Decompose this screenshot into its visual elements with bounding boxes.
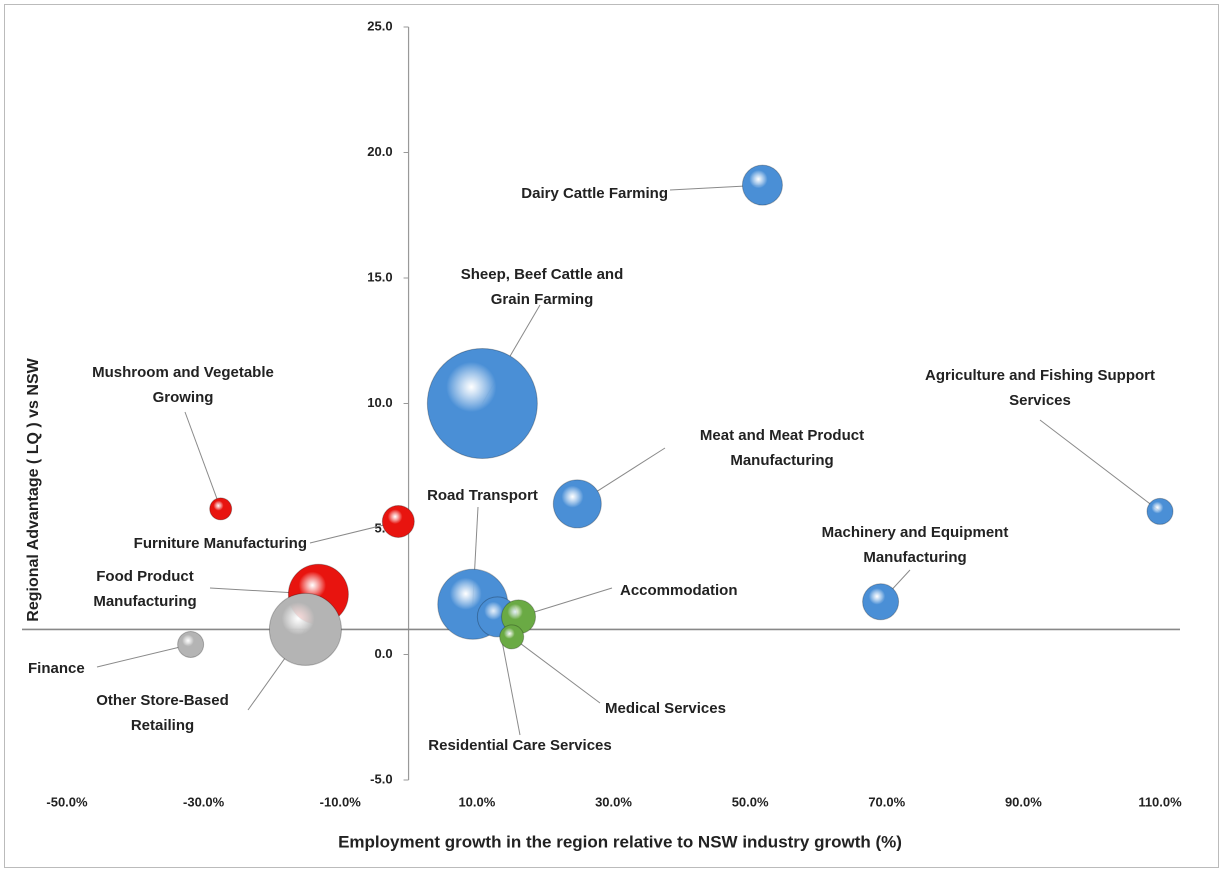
bubble <box>552 479 602 529</box>
bubble <box>177 630 205 658</box>
x-tick-label: -30.0% <box>183 794 225 809</box>
y-tick-label: 0.0 <box>374 646 392 661</box>
x-tick-label: 110.0% <box>1138 794 1182 809</box>
bubble-label: Sheep, Beef Cattle and Grain Farming <box>460 266 624 308</box>
bubble-label: Food Product Manufacturing <box>93 568 197 610</box>
leader-line <box>96 643 191 668</box>
bubble <box>268 592 342 666</box>
bubble-label: Other Store-Based Retailing <box>96 692 229 734</box>
x-tick-label: 90.0% <box>1005 794 1042 809</box>
bubble <box>499 624 525 650</box>
chart-frame <box>4 4 1219 868</box>
bubble <box>381 504 415 538</box>
bubble-label: Road Transport <box>427 487 538 504</box>
x-tick-label: -50.0% <box>46 794 88 809</box>
y-tick-label: -5.0 <box>370 771 392 786</box>
bubble-label: Dairy Cattle Farming <box>521 185 668 202</box>
y-tick-label: 20.0 <box>367 144 392 159</box>
bubble <box>1146 497 1174 525</box>
bubble <box>209 497 233 521</box>
leader-line <box>511 636 601 704</box>
bubble-label: Furniture Manufacturing <box>133 535 307 552</box>
y-tick-label: 10.0 <box>367 395 392 410</box>
x-tick-label: -10.0% <box>320 794 362 809</box>
bubble-label: Mushroom and Vegetable Growing <box>92 364 274 406</box>
y-axis-title: Regional Advantage ( LQ ) vs NSW <box>25 357 42 621</box>
leader-line <box>1039 419 1161 512</box>
bubble-label: Finance <box>28 660 85 677</box>
x-tick-label: 30.0% <box>595 794 632 809</box>
x-axis-title: Employment growth in the region relative… <box>338 832 902 851</box>
bubble <box>862 583 900 621</box>
bubble-label: Medical Services <box>605 700 726 717</box>
bubble <box>741 164 783 206</box>
bubble <box>426 348 538 459</box>
y-tick-label: 25.0 <box>367 18 392 33</box>
x-tick-label: 10.0% <box>458 794 495 809</box>
x-tick-label: 50.0% <box>732 794 769 809</box>
y-tick-label: 15.0 <box>367 269 392 284</box>
bubble-label: Machinery and Equipment Manufacturing <box>821 524 1009 566</box>
bubble-label: Meat and Meat Product Manufacturing <box>699 427 865 469</box>
bubble-label: Accommodation <box>620 582 738 599</box>
bubble-label: Agriculture and Fishing Support Services <box>925 367 1155 409</box>
leader-line <box>184 411 222 510</box>
x-tick-label: 70.0% <box>868 794 905 809</box>
bubble-label: Residential Care Services <box>428 737 612 754</box>
